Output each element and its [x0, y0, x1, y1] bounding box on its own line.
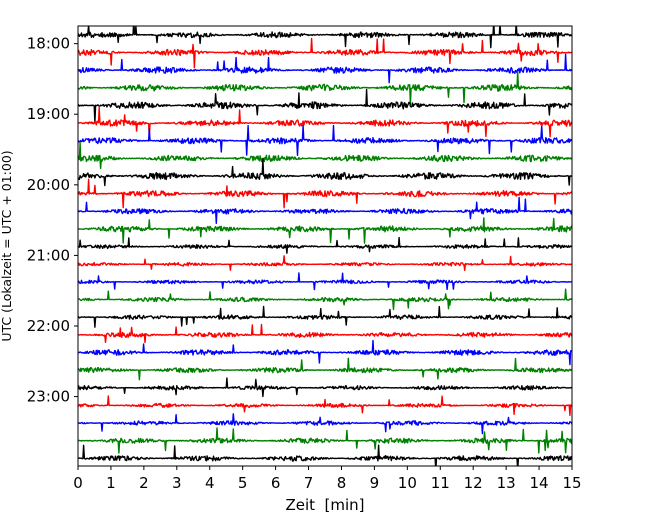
- trace-line: [78, 272, 572, 291]
- trace-line: [78, 377, 572, 398]
- trace-line: [78, 288, 572, 311]
- x-tick-label: 13: [497, 474, 516, 492]
- trace-line: [78, 37, 572, 69]
- x-tick-label: 10: [398, 474, 417, 492]
- trace-line: [78, 323, 572, 344]
- trace-line: [78, 158, 572, 187]
- trace-line: [78, 395, 572, 416]
- x-tick-label: 14: [530, 474, 549, 492]
- trace-line: [78, 124, 572, 156]
- trace-line: [78, 444, 572, 466]
- trace-line: [78, 196, 572, 224]
- trace-line: [78, 357, 572, 381]
- x-tick-label: 11: [431, 474, 450, 492]
- x-tick-label: 6: [271, 474, 281, 492]
- y-axis: 18:00 19:00 20:00 21:00 22:00 23:00: [27, 35, 78, 406]
- x-axis: 0 1 2 3 4 5 6 7 8 9 10 11 12 13 14 15: [73, 466, 582, 492]
- trace-line: [78, 141, 572, 170]
- x-tick-label: 2: [139, 474, 149, 492]
- x-tick-label: 1: [106, 474, 116, 492]
- x-tick-label: 5: [238, 474, 248, 492]
- trace-line: [78, 217, 572, 244]
- trace-layer: [78, 26, 572, 466]
- y-axis-label: UTC (Lokalzeit = UTC + 01:00): [0, 150, 14, 341]
- x-tick-label: 12: [464, 474, 483, 492]
- trace-line: [78, 71, 572, 106]
- x-tick-label: 15: [562, 474, 581, 492]
- x-tick-label: 7: [304, 474, 314, 492]
- trace-line: [78, 255, 572, 271]
- x-tick-label: 8: [337, 474, 347, 492]
- trace-line: [78, 236, 572, 254]
- y-tick-label: 20:00: [27, 176, 70, 194]
- y-tick-label: 19:00: [27, 105, 70, 123]
- y-tick-label: 18:00: [27, 35, 70, 53]
- y-tick-label: 21:00: [27, 246, 70, 264]
- x-tick-label: 4: [205, 474, 215, 492]
- trace-line: [78, 427, 572, 454]
- trace-line: [78, 305, 572, 328]
- trace-line: [78, 413, 572, 435]
- trace-line: [78, 26, 572, 49]
- trace-line: [78, 178, 572, 209]
- x-axis-label: Zeit [min]: [285, 496, 364, 514]
- trace-line: [78, 339, 572, 366]
- trace-line: [78, 106, 572, 138]
- y-tick-label: 22:00: [27, 317, 70, 335]
- x-tick-label: 9: [370, 474, 380, 492]
- trace-line: [78, 88, 572, 124]
- y-tick-label: 23:00: [27, 388, 70, 406]
- trace-line: [78, 53, 572, 84]
- x-tick-label: 3: [172, 474, 182, 492]
- plot-frame: [77, 25, 573, 467]
- x-tick-label: 0: [73, 474, 83, 492]
